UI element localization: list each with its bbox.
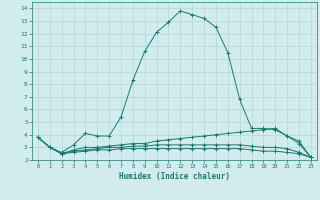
X-axis label: Humidex (Indice chaleur): Humidex (Indice chaleur) (119, 172, 230, 181)
